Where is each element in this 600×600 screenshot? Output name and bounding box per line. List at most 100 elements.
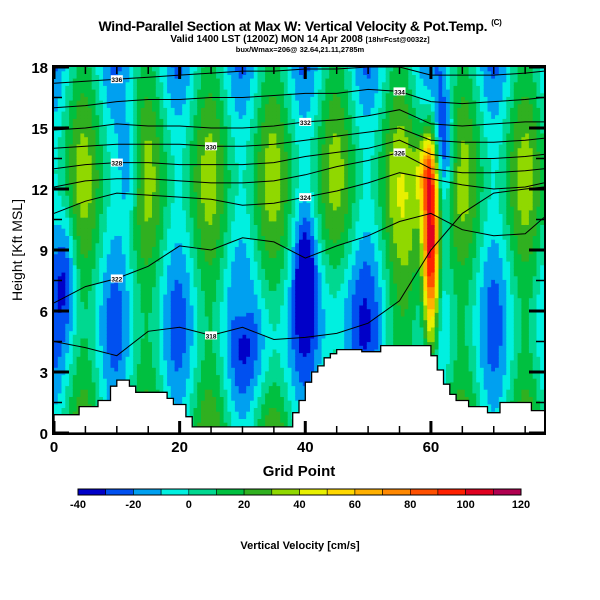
field-cell bbox=[69, 132, 74, 138]
field-cell bbox=[182, 213, 187, 218]
field-cell bbox=[69, 286, 74, 291]
field-cell bbox=[234, 356, 240, 361]
field-cell bbox=[208, 374, 213, 379]
field-cell bbox=[103, 228, 108, 233]
field-cell bbox=[57, 264, 63, 269]
field-cell bbox=[170, 136, 176, 141]
field-cell bbox=[95, 121, 100, 127]
field-cell bbox=[91, 74, 97, 79]
field-cell bbox=[65, 173, 70, 178]
field-cell bbox=[144, 154, 149, 160]
field-cell bbox=[129, 257, 134, 262]
field-cell bbox=[182, 85, 187, 90]
field-cell bbox=[144, 370, 149, 376]
field-cell bbox=[87, 180, 93, 185]
field-cell bbox=[159, 224, 164, 229]
field-cell bbox=[152, 125, 157, 130]
field-cell bbox=[69, 107, 74, 112]
field-cell bbox=[163, 184, 168, 189]
field-cell bbox=[140, 147, 146, 152]
field-cell bbox=[238, 290, 244, 295]
field-cell bbox=[193, 140, 198, 145]
field-cell bbox=[95, 337, 100, 343]
field-cell bbox=[182, 290, 187, 295]
field-cell bbox=[182, 99, 187, 105]
field-cell bbox=[99, 96, 104, 101]
field-cell bbox=[167, 147, 172, 152]
field-cell bbox=[72, 99, 78, 105]
field-cell bbox=[61, 103, 66, 108]
field-cell bbox=[189, 195, 195, 200]
field-cell bbox=[238, 374, 244, 379]
field-cell bbox=[189, 378, 195, 383]
field-cell bbox=[136, 154, 142, 160]
field-cell bbox=[193, 389, 198, 394]
field-cell bbox=[136, 67, 142, 68]
field-cell bbox=[204, 151, 210, 156]
field-cell bbox=[148, 107, 153, 112]
field-cell bbox=[87, 176, 93, 182]
field-cell bbox=[61, 206, 66, 211]
field-cell bbox=[155, 147, 161, 152]
field-cell bbox=[103, 118, 108, 123]
field-cell bbox=[208, 356, 213, 361]
field-cell bbox=[234, 235, 240, 240]
field-cell bbox=[121, 129, 127, 134]
field-cell bbox=[189, 275, 195, 280]
field-cell bbox=[185, 206, 191, 211]
field-cell bbox=[204, 403, 210, 408]
field-cell bbox=[144, 356, 149, 361]
field-cell bbox=[106, 110, 112, 116]
field-cell bbox=[91, 400, 97, 405]
field-cell bbox=[65, 107, 70, 112]
field-cell bbox=[106, 253, 112, 258]
field-cell bbox=[129, 162, 134, 167]
field-cell bbox=[159, 264, 164, 269]
field-cell bbox=[87, 67, 93, 72]
field-cell bbox=[133, 140, 138, 145]
field-cell bbox=[223, 158, 228, 163]
field-cell bbox=[80, 228, 85, 233]
field-cell bbox=[121, 286, 127, 291]
field-cell bbox=[133, 162, 138, 167]
field-cell bbox=[72, 206, 78, 211]
field-cell bbox=[234, 67, 240, 68]
field-cell bbox=[208, 114, 213, 119]
field-cell bbox=[118, 268, 123, 273]
field-cell bbox=[144, 308, 149, 313]
field-cell bbox=[170, 81, 176, 86]
field-cell bbox=[189, 110, 195, 116]
field-cell bbox=[227, 70, 232, 75]
field-cell bbox=[125, 359, 130, 365]
field-cell bbox=[185, 184, 191, 189]
field-cell bbox=[129, 140, 134, 145]
field-cell bbox=[197, 198, 202, 204]
field-cell bbox=[57, 356, 63, 361]
field-cell bbox=[234, 341, 240, 346]
field-cell bbox=[204, 261, 210, 266]
field-cell bbox=[201, 74, 206, 79]
field-cell bbox=[140, 275, 146, 280]
field-cell bbox=[148, 290, 153, 295]
field-cell bbox=[87, 348, 93, 354]
field-cell bbox=[193, 279, 198, 284]
field-cell bbox=[144, 99, 149, 105]
field-cell bbox=[103, 323, 108, 328]
field-cell bbox=[167, 103, 172, 108]
field-cell bbox=[223, 99, 228, 105]
field-cell bbox=[106, 341, 112, 346]
field-cell bbox=[193, 392, 198, 397]
field-cell bbox=[106, 286, 112, 291]
field-cell bbox=[133, 67, 138, 68]
field-cell bbox=[159, 348, 164, 354]
field-cell bbox=[84, 389, 89, 394]
field-cell bbox=[223, 224, 228, 229]
field-cell bbox=[65, 162, 70, 167]
field-cell bbox=[95, 242, 100, 247]
field-cell bbox=[152, 228, 157, 233]
field-cell bbox=[208, 407, 213, 412]
field-cell bbox=[159, 202, 164, 207]
field-cell bbox=[231, 99, 236, 105]
field-cell bbox=[163, 315, 168, 321]
field-cell bbox=[204, 209, 210, 214]
